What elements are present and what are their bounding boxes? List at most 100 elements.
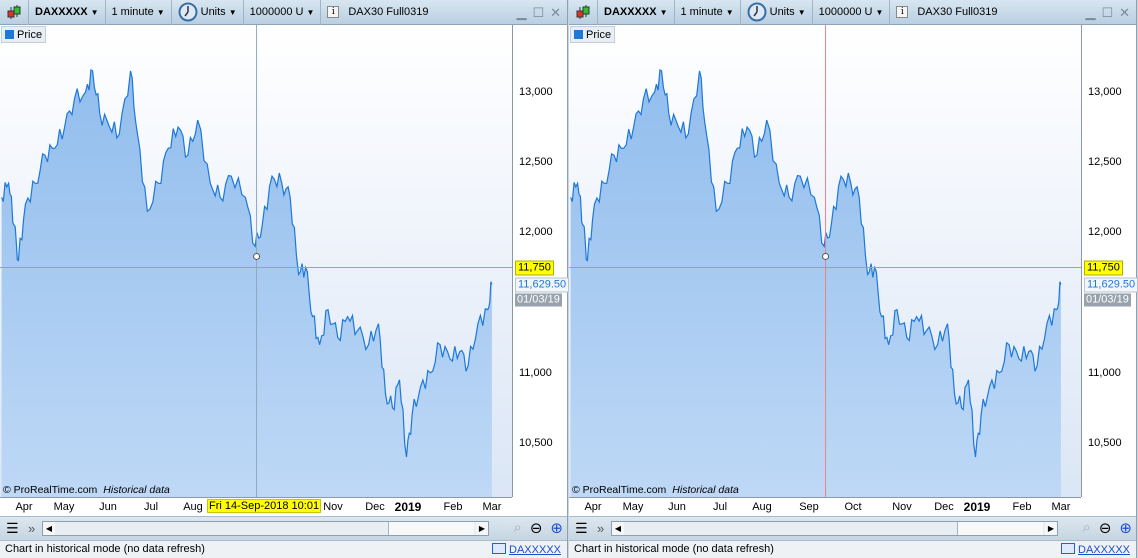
instrument-info[interactable]: i DAX30 Full0319: [321, 0, 434, 25]
clock-icon: [747, 2, 767, 22]
chart-type-button[interactable]: [569, 0, 598, 25]
instrument-info[interactable]: i DAX30 Full0319: [890, 0, 1003, 25]
series-legend[interactable]: Price: [1, 26, 47, 43]
date-tick-label: Sep: [799, 501, 819, 513]
auto-zoom-icon[interactable]: ⌕: [513, 519, 522, 536]
scroll-right-button[interactable]: ▶: [476, 522, 488, 535]
series-legend[interactable]: Price: [570, 26, 616, 43]
symbol-link-label[interactable]: DAXXXXX: [509, 544, 561, 556]
timeframe-label: 1 minute: [680, 6, 723, 18]
status-text: Chart in historical mode (no data refres…: [5, 543, 205, 555]
timeframe-dropdown[interactable]: 1 minute ▼: [675, 0, 741, 25]
data-mode: Historical data: [103, 484, 170, 496]
symbol-link[interactable]: DAXXXXX: [492, 543, 561, 556]
date-tick-label: Oct: [844, 501, 862, 513]
clock-icon: [178, 2, 198, 22]
symbol-link-label[interactable]: DAXXXXX: [1078, 544, 1130, 556]
chart-toolbar: DAXXXXX ▼ 1 minute ▼ Units ▼ 1000000 U ▼ i D…: [569, 0, 1136, 25]
instrument-name: DAX30 Full0319: [917, 6, 998, 18]
date-tick-label: Nov: [323, 501, 343, 513]
date-tick-label: May: [53, 501, 75, 513]
price-chart[interactable]: [0, 25, 568, 497]
zoom-in-icon[interactable]: ⊕: [1119, 520, 1132, 537]
chart-link-icon: [1061, 543, 1076, 554]
scroll-left-button[interactable]: ◀: [43, 522, 55, 535]
price-tick-label: 10,500: [519, 437, 553, 449]
credit-text: © ProRealTime.com Historical data: [3, 484, 170, 496]
maximize-icon[interactable]: ☐: [532, 5, 545, 20]
price-area: [570, 70, 1061, 497]
price-tick-label: 11,000: [519, 366, 552, 379]
scroll-left-button[interactable]: ◀: [612, 522, 624, 535]
status-text: Chart in historical mode (no data refres…: [574, 543, 774, 555]
price-line: [570, 69, 1062, 458]
minimize-icon[interactable]: ▁: [516, 5, 527, 20]
size-dropdown[interactable]: 1000000 U ▼: [813, 0, 891, 25]
symbol-dropdown[interactable]: DAXXXXX ▼: [598, 0, 675, 25]
price-chart[interactable]: [569, 25, 1137, 497]
status-bar: Chart in historical mode (no data refres…: [569, 540, 1136, 558]
maximize-icon[interactable]: ☐: [1101, 5, 1114, 20]
chart-link-icon: [492, 543, 507, 554]
zoom-in-icon[interactable]: ⊕: [550, 520, 563, 537]
date-tick-label: Feb: [1012, 501, 1032, 513]
menu-icon[interactable]: ☰: [6, 520, 19, 536]
date-tick-label: Dec: [365, 501, 385, 513]
chart-type-button[interactable]: [0, 0, 29, 25]
minimize-icon[interactable]: ▁: [1085, 5, 1096, 20]
price-axis-line: [1081, 25, 1082, 497]
date-tick-label: Apr: [584, 501, 602, 513]
navigation-bar: ☰ » ◀ ▶ ⌕ ⊖ ⊕: [569, 516, 1136, 540]
chevron-down-icon: ▼: [659, 7, 668, 17]
price-axis-line: [512, 25, 513, 497]
last-date-badge: 01/03/19: [1084, 293, 1131, 306]
menu-icon[interactable]: ☰: [575, 520, 588, 536]
date-tick-label: 2019: [394, 500, 422, 514]
symbol-dropdown[interactable]: DAXXXXX ▼: [29, 0, 106, 25]
expand-icon[interactable]: »: [597, 521, 605, 536]
series-color-swatch: [5, 30, 14, 39]
price-tick-label: 13,000: [1088, 86, 1122, 98]
symbol-label: DAXXXXX: [35, 6, 88, 18]
units-label: Units: [769, 6, 795, 18]
price-line: [1, 69, 493, 458]
units-dropdown[interactable]: Units ▼: [172, 0, 244, 25]
chevron-down-icon: ▼: [797, 7, 806, 17]
price-area: [1, 70, 492, 497]
date-tick-label: Jul: [712, 501, 728, 513]
time-scrollbar[interactable]: ◀ ▶: [42, 521, 489, 536]
size-label: 1000000 U: [818, 6, 873, 18]
chevron-down-icon: ▼: [725, 7, 734, 17]
units-label: Units: [200, 6, 226, 18]
scroll-right-button[interactable]: ▶: [1045, 522, 1057, 535]
zoom-out-icon[interactable]: ⊖: [1098, 520, 1112, 537]
crosshair-date-badge: Fri 14-Sep-2018 10:01: [207, 499, 322, 513]
timeframe-dropdown[interactable]: 1 minute ▼: [106, 0, 172, 25]
info-icon: i: [896, 6, 909, 18]
size-dropdown[interactable]: 1000000 U ▼: [244, 0, 322, 25]
price-tick-label: 10,500: [1088, 437, 1122, 449]
scrollbar-thumb[interactable]: [957, 522, 1043, 535]
date-axis[interactable]: Apr May Jun Jul Aug Nov Dec 2019 Feb Mar Fri 14-Se…: [0, 497, 512, 516]
crosshair-marker: [822, 252, 830, 260]
chart-toolbar: DAXXXXX ▼ 1 minute ▼ Units ▼ 1000000 U ▼ i D…: [0, 0, 567, 25]
date-axis[interactable]: Apr May Jun Jul Aug Sep Oct Nov Dec 2019 Feb Mar: [569, 497, 1081, 516]
auto-zoom-icon[interactable]: ⌕: [1082, 519, 1091, 536]
scrollbar-thumb[interactable]: [388, 522, 474, 535]
credit-text: © ProRealTime.com Historical data: [572, 484, 739, 496]
data-mode: Historical data: [672, 484, 739, 496]
crosshair-price-badge: 11,750: [515, 260, 554, 275]
crosshair-price-badge: 11,750: [1084, 260, 1123, 275]
expand-icon[interactable]: »: [28, 521, 36, 536]
chevron-down-icon: ▼: [90, 7, 99, 17]
close-icon[interactable]: ✕: [550, 5, 561, 20]
date-tick-label: Mar: [1051, 501, 1071, 513]
units-dropdown[interactable]: Units ▼: [741, 0, 813, 25]
time-scrollbar[interactable]: ◀ ▶: [611, 521, 1058, 536]
close-icon[interactable]: ✕: [1119, 5, 1130, 20]
zoom-out-icon[interactable]: ⊖: [529, 520, 543, 537]
candlestick-icon: [7, 5, 21, 19]
symbol-link[interactable]: DAXXXXX: [1061, 543, 1130, 556]
date-tick-label: May: [622, 501, 644, 513]
date-tick-label: Apr: [15, 501, 33, 513]
